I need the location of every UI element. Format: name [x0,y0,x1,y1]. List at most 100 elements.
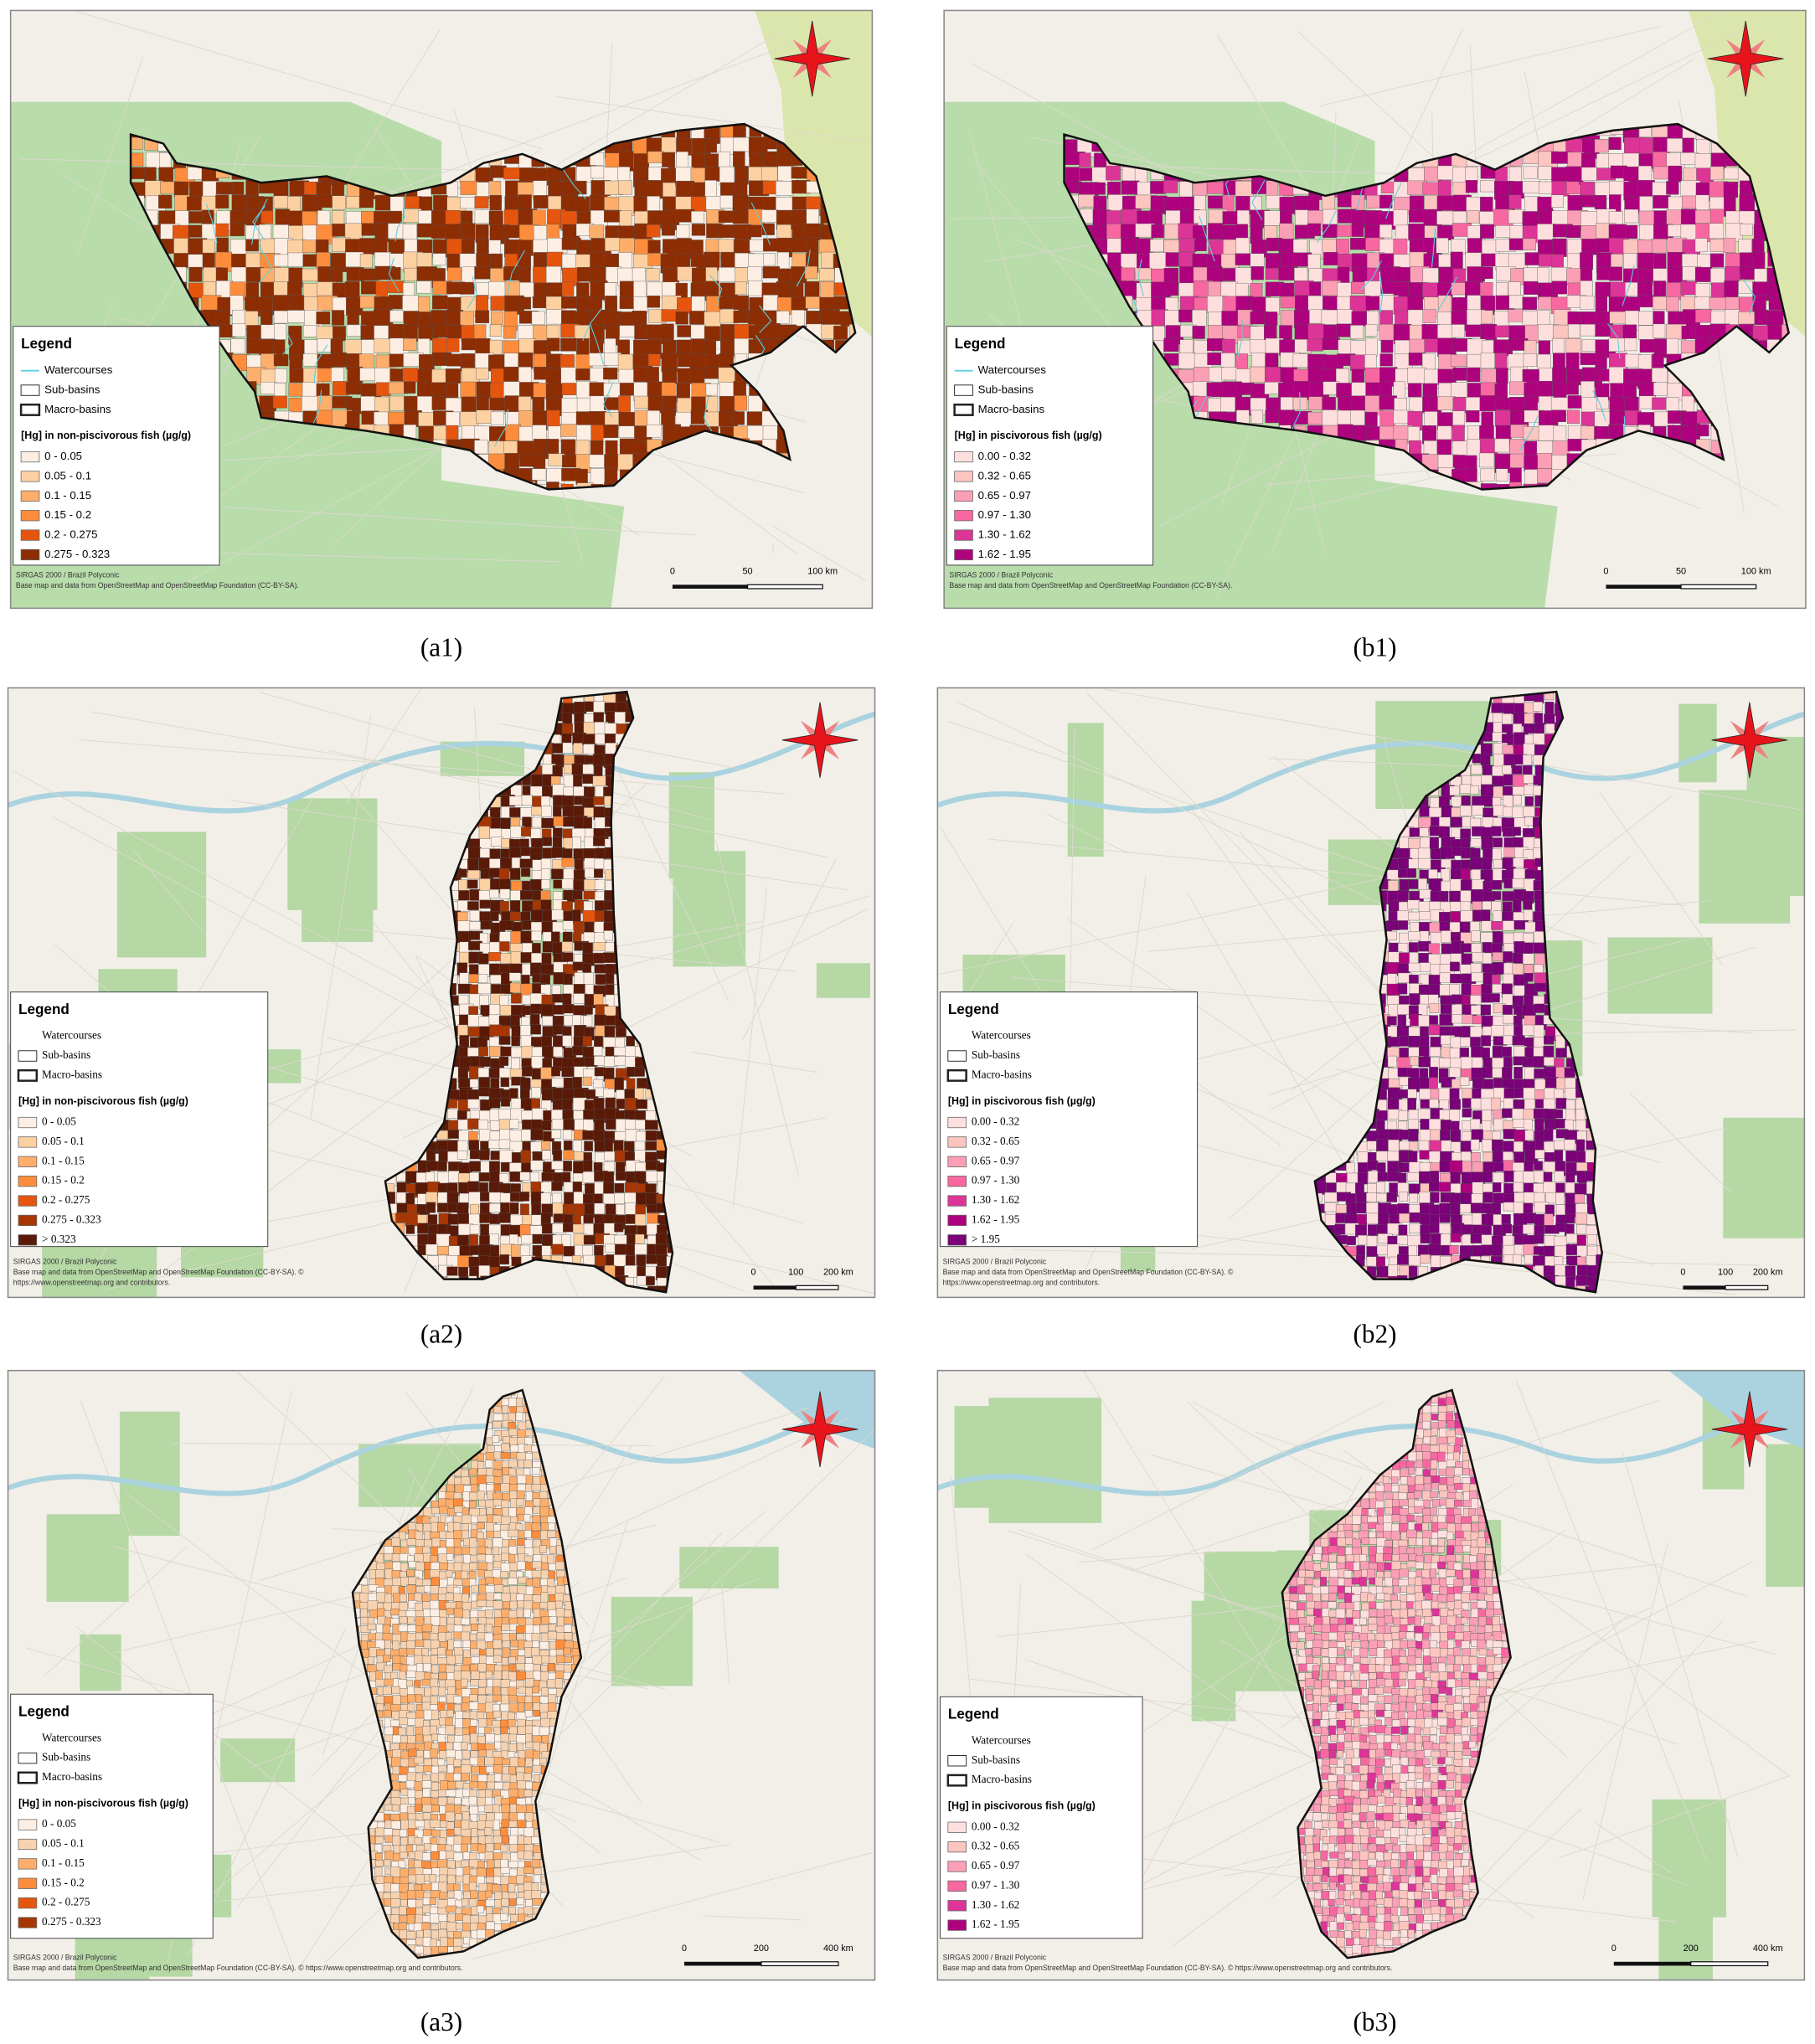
legend-swatch [954,510,973,522]
legend-label: Watercourses [44,363,113,376]
sub-basin [562,920,574,930]
sub-basin [1709,209,1724,224]
sub-basin [533,325,549,341]
sub-basin [417,338,431,355]
sub-basin [173,181,189,198]
sub-basin [593,796,606,806]
sub-basin [584,1140,594,1151]
sub-basin [1452,367,1467,381]
panel-label: (b1) [1354,632,1397,662]
sub-basin [540,1004,554,1018]
sub-basin [531,1056,544,1069]
sub-basin [1740,224,1753,236]
legend-title: Legend [955,335,1006,352]
sub-basin [763,253,776,266]
sub-basin [1452,455,1466,471]
sub-basin [546,324,559,341]
sub-basin [1480,266,1493,279]
legend-label: 0.97 - 1.30 [978,508,1031,521]
credit: SIRGAS 2000 / Brazil Polyconic [16,571,120,579]
sub-basin [561,296,580,309]
sub-basin [551,868,564,880]
sub-basin [1365,324,1378,337]
sub-basin [505,424,521,441]
legend-swatch [20,490,40,502]
sub-basin [1508,309,1524,322]
sub-basin [287,310,307,323]
watercourse [205,203,218,244]
sub-basin [1078,194,1096,208]
sub-basin [594,1056,606,1066]
sub-basin [560,483,574,490]
legend-label: Macro-basins [978,403,1045,415]
legend: LegendWatercoursesSub-basinsMacro-basins… [10,991,269,1248]
sub-basin [645,1140,658,1151]
sub-basin [1121,180,1140,195]
sub-basin [732,411,745,425]
legend-swatch [20,510,40,522]
sub-basin [634,1150,646,1162]
sub-basin [1580,381,1595,400]
sub-basin [733,136,752,152]
legend-class-title: [Hg] in non-piscivorous fish (µg/g) [21,430,191,441]
sub-basin [460,381,476,399]
sub-basin [561,878,574,889]
sub-basin [1479,395,1498,411]
sub-basin [489,975,503,985]
road [1319,25,1662,106]
sub-basin [260,210,274,224]
sub-basin [1681,195,1698,209]
sub-basin [499,995,509,1007]
sub-basin [733,295,749,311]
sub-basin [705,383,718,396]
sub-basin [1470,817,1482,828]
sub-basin [1419,806,1431,817]
sub-basin [551,1066,560,1077]
sub-basin [511,1047,523,1058]
sub-basin [1496,281,1508,296]
sub-basin [1725,253,1741,268]
sub-basin [1379,410,1395,427]
sub-basin [519,1192,530,1202]
sub-basin [1323,252,1338,265]
sub-basin [560,424,579,437]
sub-basin [389,310,404,323]
sub-basin [437,1202,450,1212]
legend-label: 0 - 0.05 [42,1115,76,1128]
sub-basin [1637,252,1654,271]
sub-basin [187,167,204,180]
sub-basin [719,395,736,414]
sub-basin [1523,281,1539,295]
sub-basin [499,878,511,891]
legend-label: 0.1 - 0.15 [44,489,91,502]
sub-basin [634,1110,647,1120]
legend-label: 0.05 - 0.1 [42,1135,85,1147]
sub-basin [617,353,634,372]
sub-basin [432,295,448,310]
sub-basin [634,1067,645,1077]
sub-basin [594,879,606,890]
sub-basin [662,152,675,169]
sub-basin [613,1047,626,1056]
sub-basin [546,439,559,454]
sub-basin [776,197,794,211]
sub-basin [477,1037,488,1048]
sub-basin [1194,239,1207,251]
sub-basin [1682,253,1698,269]
sub-basin [520,952,533,963]
sub-basin [1178,353,1196,369]
sub-basin [1513,795,1522,806]
sub-basin [1481,795,1493,807]
sub-basin [425,1202,436,1213]
sub-basin [647,353,661,367]
sub-basin [459,972,470,985]
sub-basin [446,353,461,367]
sub-basin [807,237,819,255]
sub-basin [636,1254,647,1267]
scale-label: 0 [1603,567,1608,577]
sub-basin [625,1214,636,1224]
sub-basin [1163,337,1179,352]
sub-basin [302,268,318,281]
sub-basin [1479,452,1495,468]
